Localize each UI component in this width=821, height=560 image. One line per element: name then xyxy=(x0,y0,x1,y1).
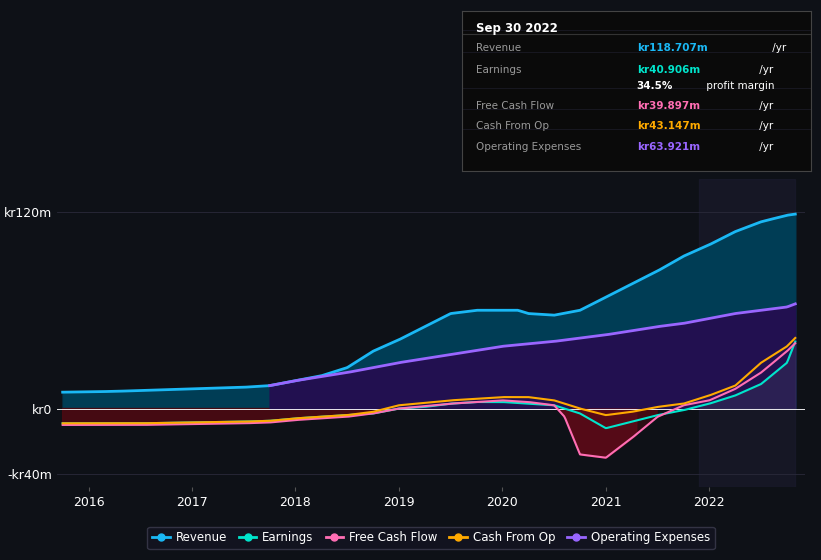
Text: /yr: /yr xyxy=(756,142,773,152)
Text: 34.5%: 34.5% xyxy=(637,81,673,91)
Text: kr40.906m: kr40.906m xyxy=(637,64,700,74)
Text: /yr: /yr xyxy=(756,101,773,110)
Text: Revenue: Revenue xyxy=(476,43,521,53)
Text: kr39.897m: kr39.897m xyxy=(637,101,699,110)
Text: profit margin: profit margin xyxy=(703,81,774,91)
Bar xyxy=(699,179,796,487)
Text: Sep 30 2022: Sep 30 2022 xyxy=(476,22,558,35)
Legend: Revenue, Earnings, Free Cash Flow, Cash From Op, Operating Expenses: Revenue, Earnings, Free Cash Flow, Cash … xyxy=(147,526,715,549)
Text: Earnings: Earnings xyxy=(476,64,521,74)
Text: Free Cash Flow: Free Cash Flow xyxy=(476,101,554,110)
Text: kr63.921m: kr63.921m xyxy=(637,142,699,152)
Text: /yr: /yr xyxy=(756,64,773,74)
Text: Operating Expenses: Operating Expenses xyxy=(476,142,581,152)
Text: kr43.147m: kr43.147m xyxy=(637,122,700,132)
Text: /yr: /yr xyxy=(756,122,773,132)
Text: kr118.707m: kr118.707m xyxy=(637,43,708,53)
Text: /yr: /yr xyxy=(769,43,787,53)
Text: Cash From Op: Cash From Op xyxy=(476,122,549,132)
